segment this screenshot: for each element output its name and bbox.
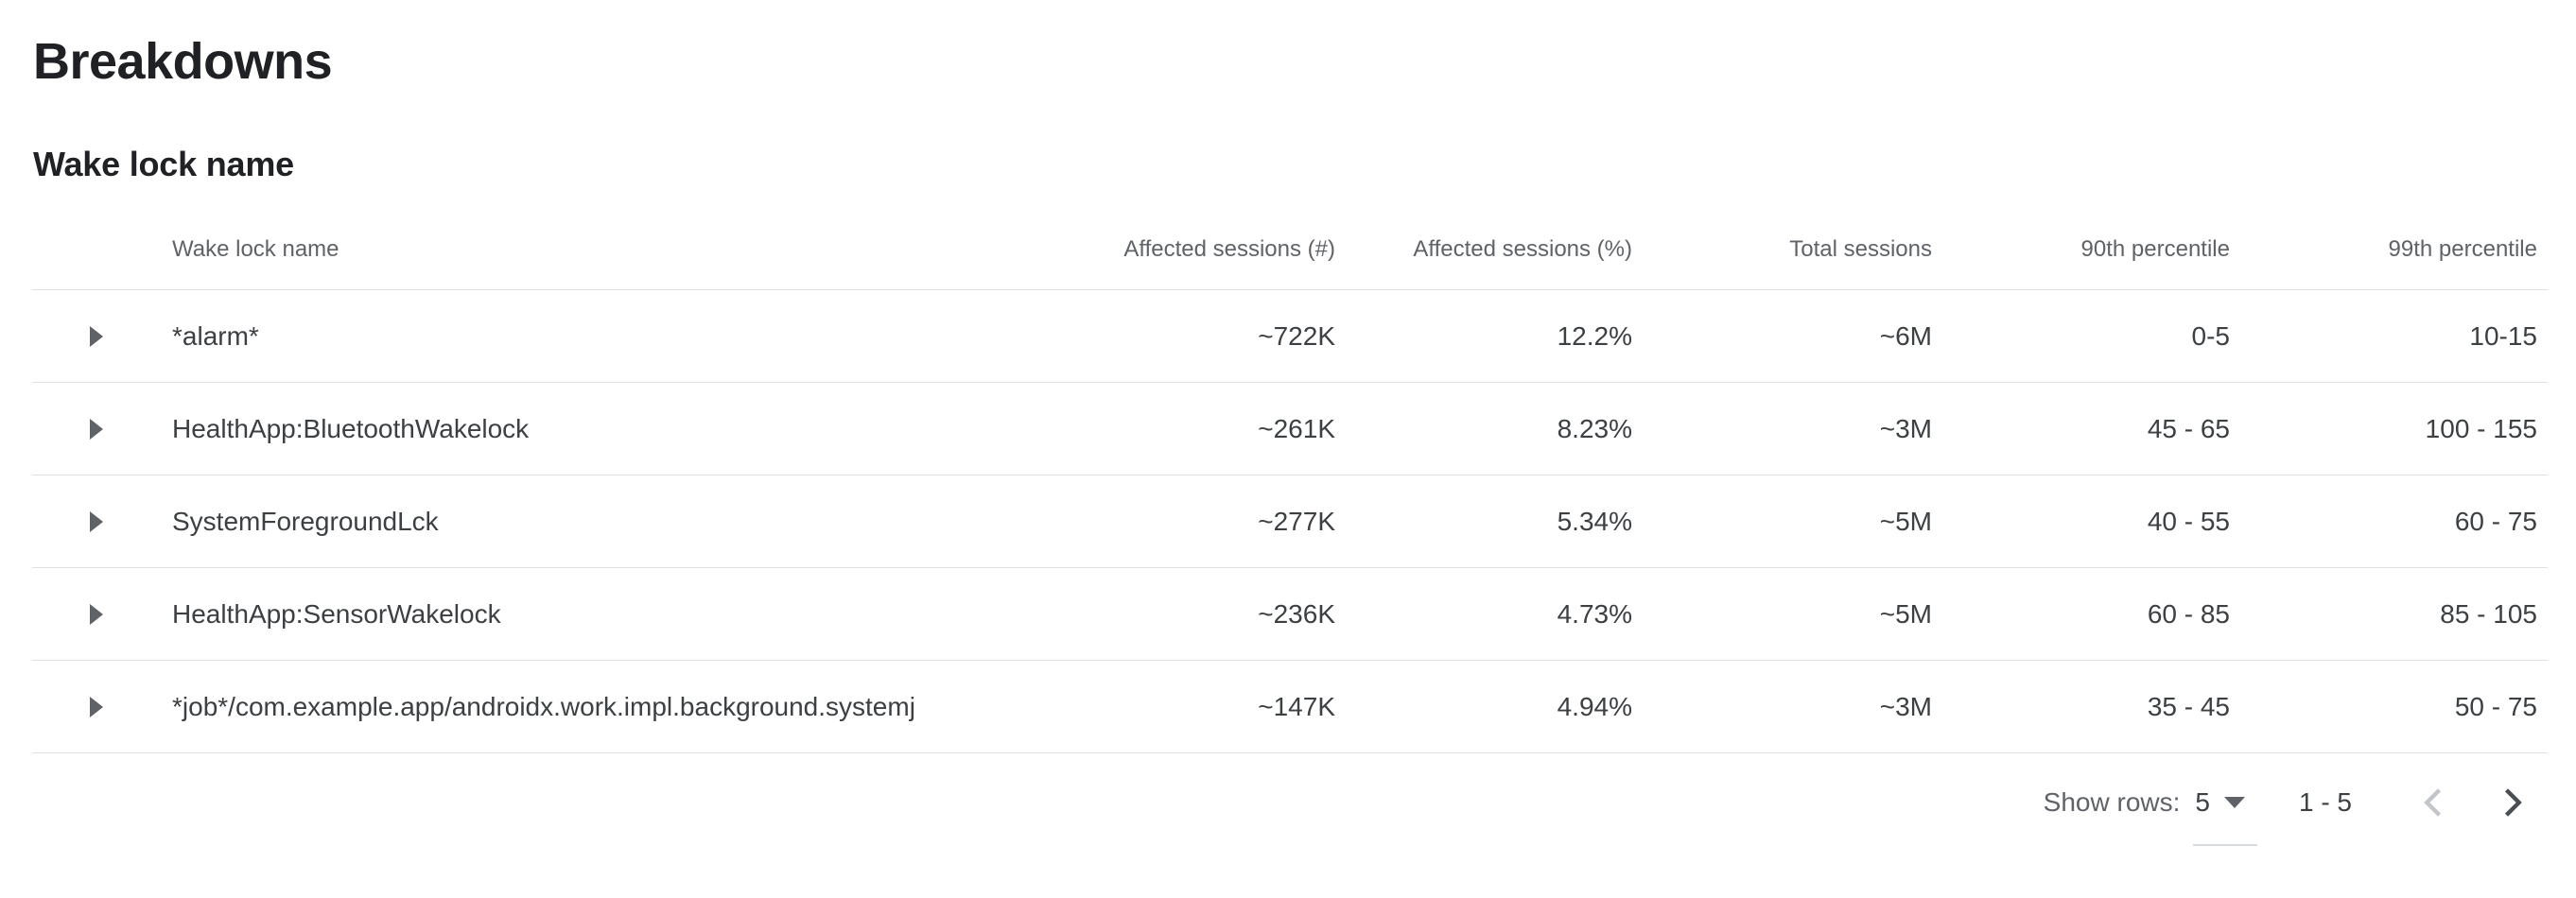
affected-sessions-count-cell: ~147K bbox=[1258, 691, 1335, 721]
affected-sessions-pct-cell: 12.2% bbox=[1557, 320, 1632, 351]
table-row: HealthApp:BluetoothWakelock ~261K 8.23% … bbox=[32, 383, 2548, 475]
total-sessions-cell: ~3M bbox=[1879, 691, 1932, 721]
affected-sessions-pct-cell: 8.23% bbox=[1557, 413, 1632, 443]
total-sessions-cell: ~5M bbox=[1879, 506, 1932, 536]
total-sessions-cell: ~3M bbox=[1879, 413, 1932, 443]
expand-row-icon[interactable] bbox=[90, 325, 103, 347]
wake-lock-name-cell: *job*/com.example.app/androidx.work.impl… bbox=[172, 691, 915, 721]
rows-per-page-select[interactable]: 5 bbox=[2193, 787, 2257, 846]
affected-sessions-pct-cell: 4.94% bbox=[1557, 691, 1632, 721]
column-header-99th-percentile: 99th percentile bbox=[2388, 236, 2537, 262]
affected-sessions-count-cell: ~277K bbox=[1258, 506, 1335, 536]
column-header-total-sessions: Total sessions bbox=[1789, 236, 1932, 262]
row-expander-cell bbox=[32, 603, 172, 625]
column-header-90th-percentile: 90th percentile bbox=[2080, 236, 2230, 262]
column-header-wake-lock-name: Wake lock name bbox=[172, 236, 339, 262]
table-row: HealthApp:SensorWakelock ~236K 4.73% ~5M… bbox=[32, 568, 2548, 661]
wake-lock-name-cell: HealthApp:SensorWakelock bbox=[172, 598, 501, 629]
section-title-wake-lock-name: Wake lock name bbox=[33, 145, 294, 183]
show-rows-label: Show rows: bbox=[2043, 787, 2181, 817]
99th-percentile-cell: 85 - 105 bbox=[2440, 598, 2537, 629]
table-row: *job*/com.example.app/androidx.work.impl… bbox=[32, 661, 2548, 753]
99th-percentile-cell: 60 - 75 bbox=[2454, 506, 2537, 536]
90th-percentile-cell: 35 - 45 bbox=[2147, 691, 2230, 721]
99th-percentile-cell: 50 - 75 bbox=[2454, 691, 2537, 721]
table-header-row: Wake lock name Affected sessions (#) Aff… bbox=[32, 181, 2548, 290]
expand-row-icon[interactable] bbox=[90, 510, 103, 532]
table-pagination-bar: Show rows: 5 1 - 5 bbox=[32, 753, 2548, 852]
total-sessions-cell: ~6M bbox=[1879, 320, 1932, 351]
next-page-button[interactable] bbox=[2491, 782, 2532, 823]
wake-lock-breakdown-table: Wake lock name Affected sessions (#) Aff… bbox=[32, 181, 2548, 852]
page-range-label: 1 - 5 bbox=[2298, 787, 2352, 817]
row-expander-cell bbox=[32, 325, 172, 347]
99th-percentile-cell: 100 - 155 bbox=[2425, 413, 2537, 443]
rows-per-page-value: 5 bbox=[2195, 787, 2210, 817]
row-expander-cell bbox=[32, 510, 172, 532]
affected-sessions-count-cell: ~236K bbox=[1258, 598, 1335, 629]
90th-percentile-cell: 60 - 85 bbox=[2147, 598, 2230, 629]
affected-sessions-count-cell: ~722K bbox=[1258, 320, 1335, 351]
dropdown-caret-icon bbox=[2223, 797, 2245, 808]
total-sessions-cell: ~5M bbox=[1879, 598, 1932, 629]
affected-sessions-count-cell: ~261K bbox=[1258, 413, 1335, 443]
table-row: SystemForegroundLck ~277K 5.34% ~5M 40 -… bbox=[32, 475, 2548, 568]
affected-sessions-pct-cell: 4.73% bbox=[1557, 598, 1632, 629]
expand-row-icon[interactable] bbox=[90, 696, 103, 717]
wake-lock-name-cell: *alarm* bbox=[172, 320, 259, 351]
90th-percentile-cell: 45 - 65 bbox=[2147, 413, 2230, 443]
expand-row-icon[interactable] bbox=[90, 418, 103, 440]
table-body: *alarm* ~722K 12.2% ~6M 0-5 10-15 Health… bbox=[32, 290, 2548, 753]
row-expander-cell bbox=[32, 696, 172, 717]
page-title: Breakdowns bbox=[33, 33, 333, 90]
wake-lock-name-cell: HealthApp:BluetoothWakelock bbox=[172, 413, 530, 443]
99th-percentile-cell: 10-15 bbox=[2469, 320, 2537, 351]
90th-percentile-cell: 0-5 bbox=[2191, 320, 2230, 351]
expand-row-icon[interactable] bbox=[90, 603, 103, 625]
previous-page-button[interactable] bbox=[2413, 782, 2455, 823]
wake-lock-name-cell: SystemForegroundLck bbox=[172, 506, 439, 536]
90th-percentile-cell: 40 - 55 bbox=[2147, 506, 2230, 536]
table-row: *alarm* ~722K 12.2% ~6M 0-5 10-15 bbox=[32, 290, 2548, 383]
chevron-right-icon bbox=[2504, 788, 2522, 817]
chevron-left-icon bbox=[2424, 788, 2442, 817]
column-header-affected-sessions-count: Affected sessions (#) bbox=[1123, 236, 1335, 262]
column-header-affected-sessions-pct: Affected sessions (%) bbox=[1413, 236, 1632, 262]
row-expander-cell bbox=[32, 418, 172, 440]
affected-sessions-pct-cell: 5.34% bbox=[1557, 506, 1632, 536]
